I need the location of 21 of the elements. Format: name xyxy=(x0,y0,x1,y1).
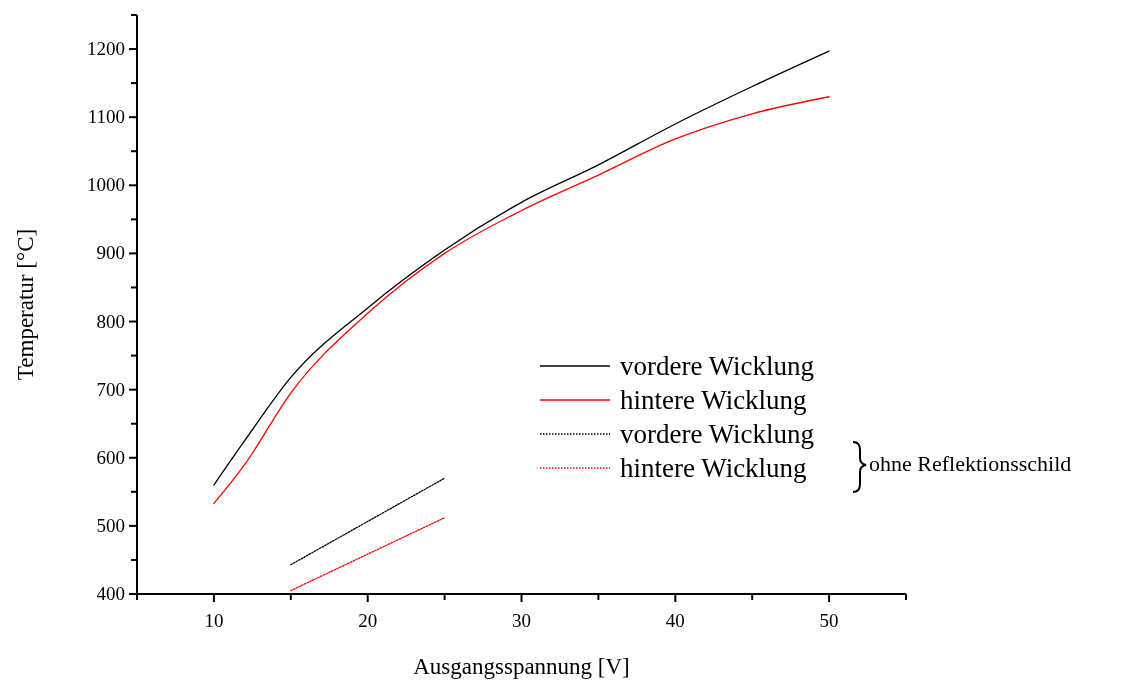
legend-label: hintere Wicklung xyxy=(620,385,807,415)
x-tick-label: 50 xyxy=(819,610,839,631)
y-tick-label: 600 xyxy=(96,446,125,468)
x-tick-label: 30 xyxy=(512,610,531,631)
y-tick-label: 400 xyxy=(96,583,125,604)
x-tick-label: 40 xyxy=(665,610,685,631)
legend-label: vordere Wicklung xyxy=(620,419,815,449)
y-tick-label: 1100 xyxy=(87,106,125,128)
legend-label: vordere Wicklung xyxy=(620,351,815,381)
y-axis-title: Temperatur [°C] xyxy=(13,228,38,381)
y-tick-label: 700 xyxy=(96,378,125,400)
y-tick-label: 1200 xyxy=(87,38,125,60)
x-axis-title: Ausgangsspannung [V] xyxy=(413,654,630,679)
y-tick-label: 900 xyxy=(96,242,125,264)
y-tick-label: 1000 xyxy=(87,174,125,196)
y-tick-label: 800 xyxy=(96,310,125,332)
annotation: ohne Reflektionsschild xyxy=(869,451,1072,476)
legend-label: hintere Wicklung xyxy=(620,453,807,483)
x-tick-label: 10 xyxy=(204,610,224,631)
x-tick-label: 20 xyxy=(358,610,378,631)
y-tick-label: 500 xyxy=(96,514,125,536)
